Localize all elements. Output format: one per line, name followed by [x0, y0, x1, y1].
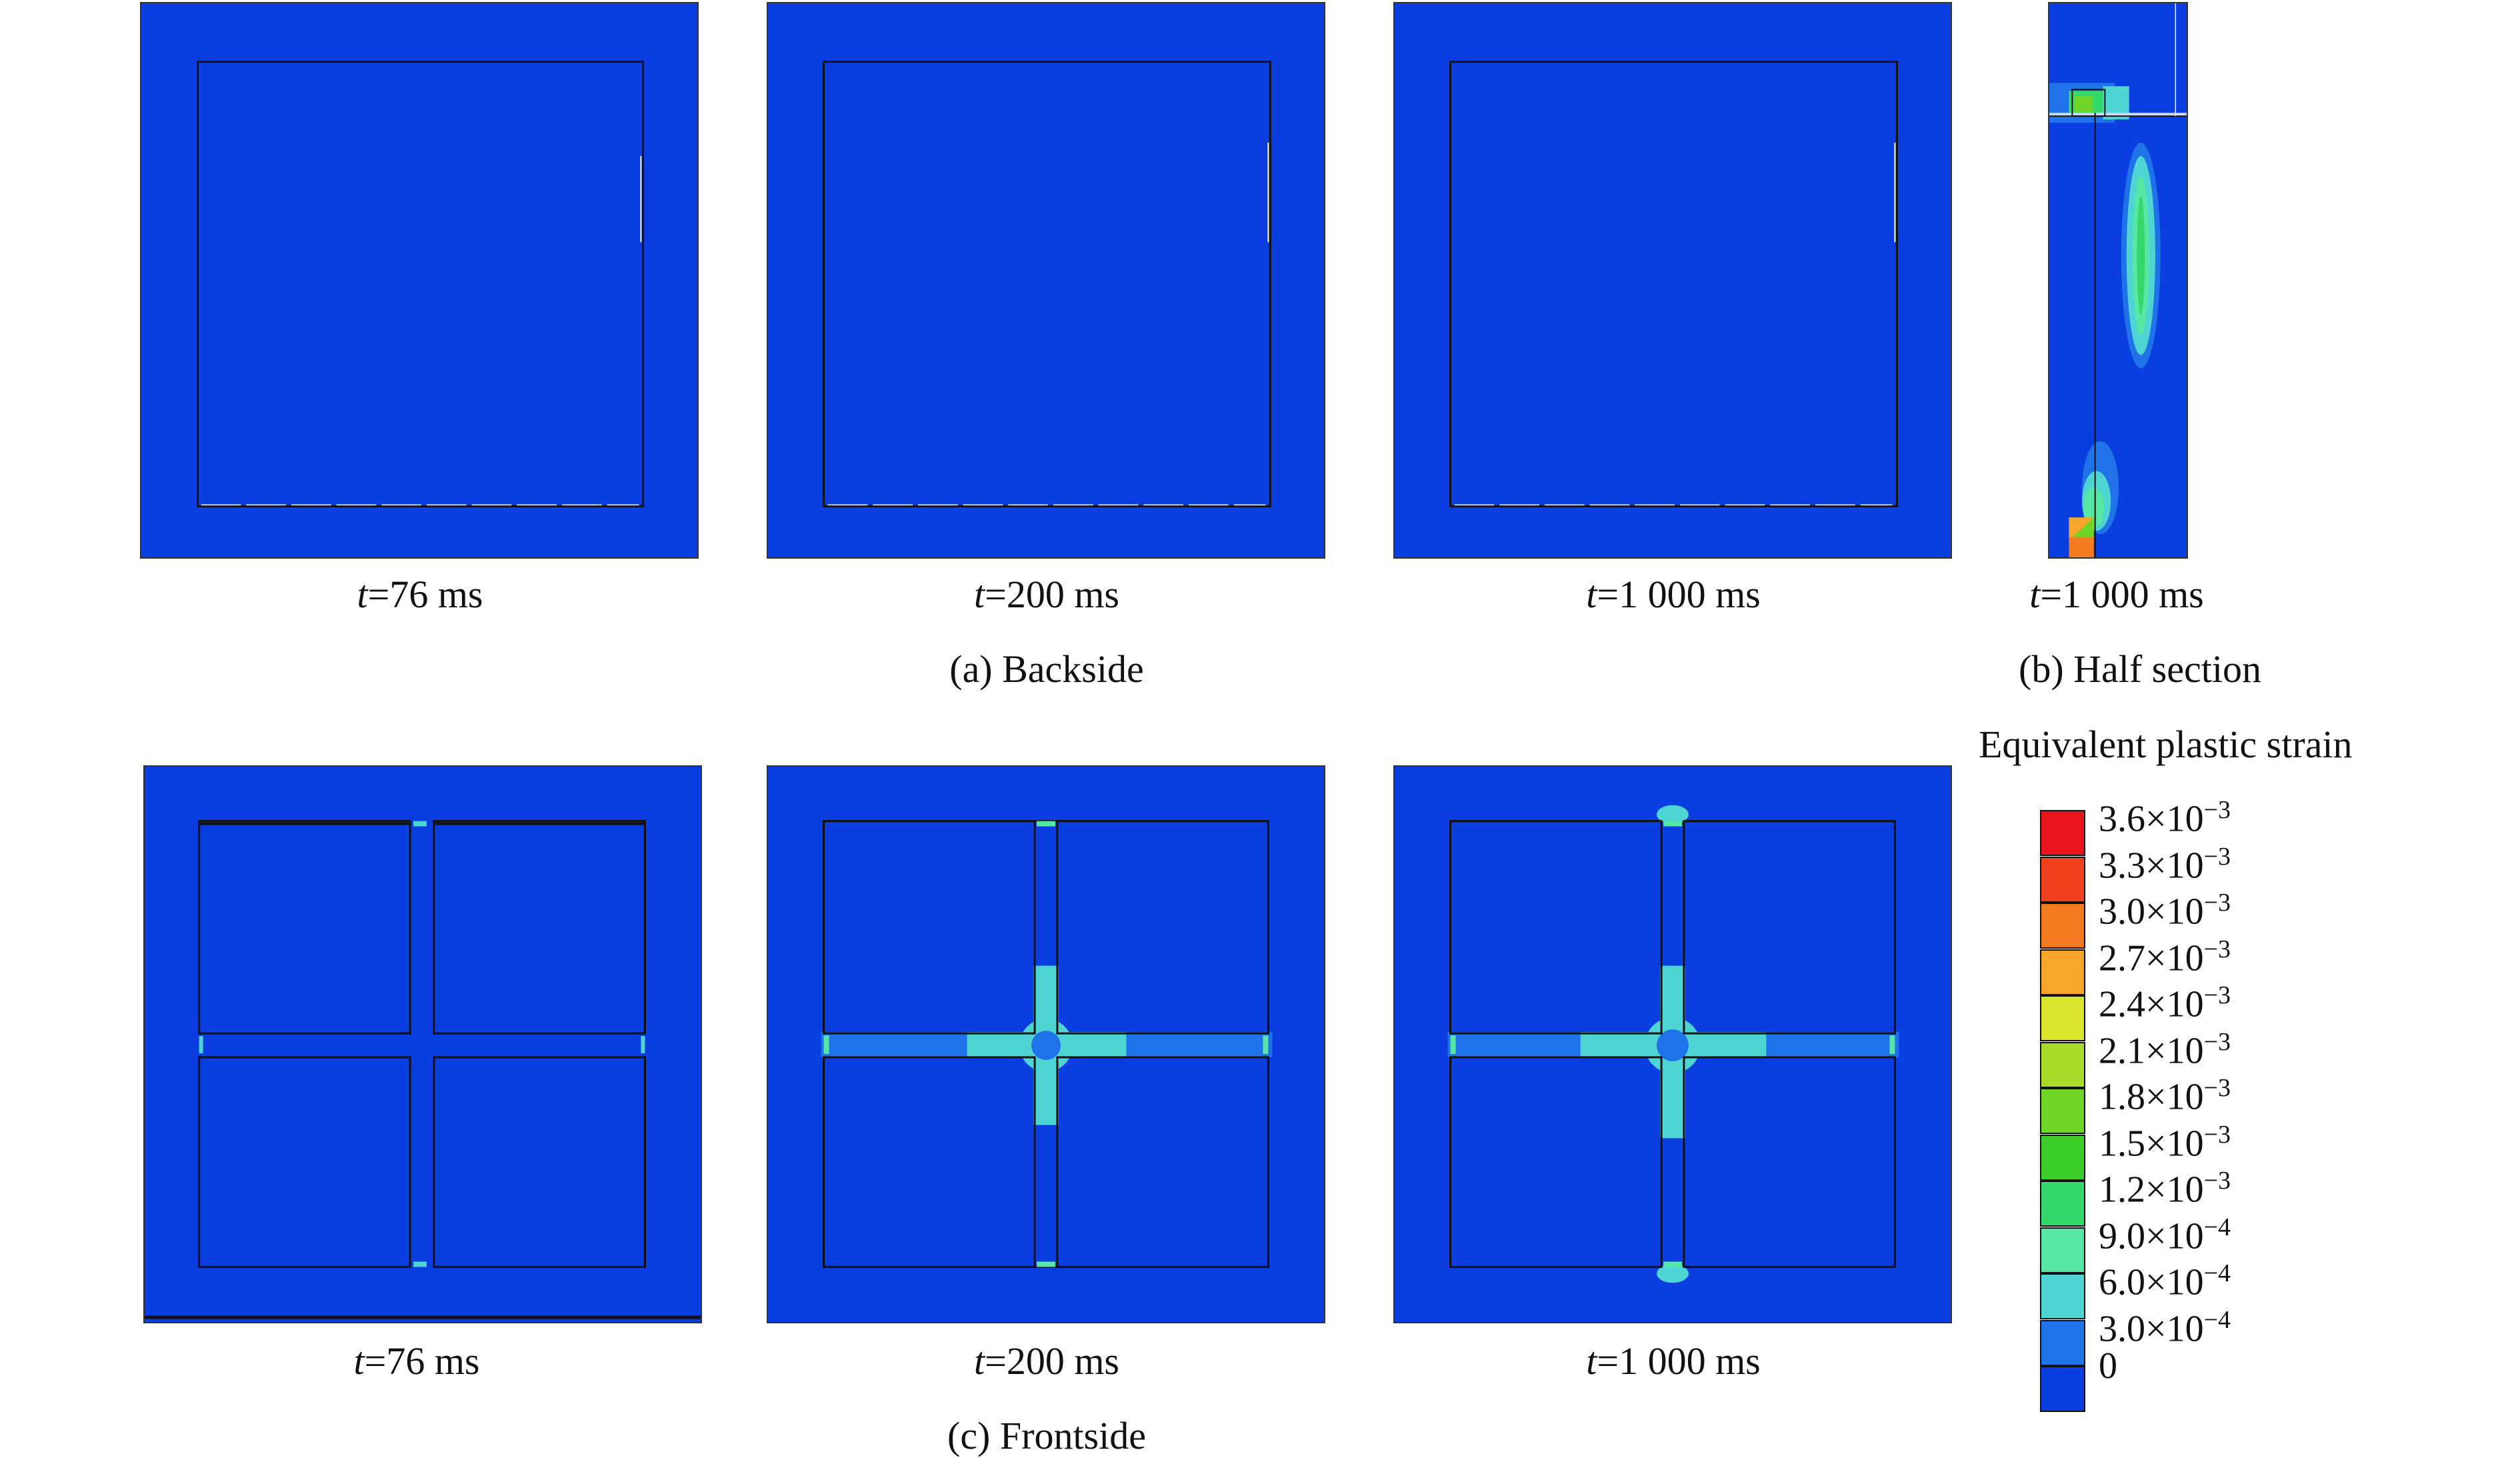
legend-label: 0 — [2099, 1345, 2117, 1387]
subtitle-frontside: (c) Frontside — [947, 1414, 1146, 1457]
time-label-c2: t=200 ms — [973, 1339, 1120, 1383]
legend-label: 3.0×10−4 — [2099, 1305, 2231, 1350]
legend-swatch — [2040, 856, 2085, 903]
legend-swatch — [2040, 1134, 2085, 1181]
subtitle-half-section: (b) Half section — [2019, 647, 2261, 691]
legend-label: 2.7×10−3 — [2099, 935, 2231, 979]
backside-panel-200ms-contour — [823, 61, 1271, 507]
legend-label: 3.0×10−3 — [2099, 889, 2231, 933]
time-label-c3: t=1 000 ms — [1586, 1339, 1761, 1383]
legend-label: 6.0×10−4 — [2099, 1259, 2231, 1303]
legend-swatch — [2040, 1227, 2085, 1273]
frontside-panel-200ms — [767, 765, 1325, 1323]
time-label-a2: t=200 ms — [973, 573, 1120, 616]
legend-swatch — [2040, 1366, 2085, 1412]
frontside-panel-76ms — [143, 765, 702, 1323]
time-label-c1: t=76 ms — [353, 1339, 480, 1383]
legend-label: 2.1×10−3 — [2099, 1027, 2231, 1072]
backside-panel-200ms — [767, 2, 1325, 559]
backside-panel-1000ms-contour — [1449, 61, 1898, 507]
legend-swatch — [2040, 1041, 2085, 1088]
backside-panel-1000ms — [1393, 2, 1952, 559]
half-section-panel — [2048, 2, 2188, 559]
time-label-a3: t=1 000 ms — [1586, 573, 1761, 616]
legend-title: Equivalent plastic strain — [1979, 723, 2353, 766]
legend-swatch — [2040, 1319, 2085, 1366]
legend-label: 1.5×10−3 — [2099, 1120, 2231, 1165]
frontside-panel-1000ms — [1393, 765, 1952, 1323]
legend-swatch — [2040, 1181, 2085, 1227]
time-label-a1: t=76 ms — [357, 573, 483, 616]
legend-swatch — [2040, 1088, 2085, 1134]
legend-label: 2.4×10−3 — [2099, 981, 2231, 1025]
legend-swatch — [2040, 995, 2085, 1041]
legend-swatch — [2040, 949, 2085, 995]
legend-label: 3.6×10−3 — [2099, 796, 2231, 840]
legend-swatch — [2040, 1273, 2085, 1319]
half-section-contour — [2049, 3, 2187, 557]
legend-label: 9.0×10−4 — [2099, 1213, 2231, 1257]
legend-swatch — [2040, 903, 2085, 949]
frontside-panel-76ms-contour — [145, 819, 701, 1319]
legend-label: 1.2×10−3 — [2099, 1167, 2231, 1211]
backside-panel-76ms — [140, 2, 699, 559]
legend-label: 3.3×10−3 — [2099, 842, 2231, 887]
subtitle-backside: (a) Backside — [949, 647, 1144, 691]
time-label-b1: t=1 000 ms — [2029, 573, 2204, 616]
legend-swatch — [2040, 810, 2085, 856]
frontside-panel-200ms-contour — [821, 820, 1273, 1268]
legend-label: 1.8×10−3 — [2099, 1074, 2231, 1118]
frontside-panel-1000ms-contour — [1447, 805, 1899, 1283]
backside-panel-76ms-contour — [197, 61, 644, 507]
